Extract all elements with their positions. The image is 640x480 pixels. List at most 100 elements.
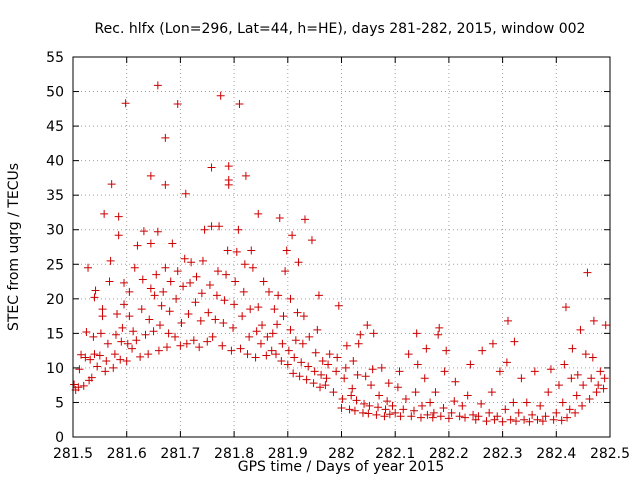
y-tick-label: 20 bbox=[46, 292, 64, 308]
data-point bbox=[420, 374, 429, 383]
ticks-layer bbox=[72, 56, 611, 438]
data-point bbox=[488, 339, 497, 348]
data-point bbox=[517, 374, 526, 383]
data-point bbox=[338, 395, 347, 403]
data-point bbox=[274, 291, 283, 300]
data-point bbox=[103, 339, 112, 348]
data-point bbox=[514, 408, 523, 417]
data-point bbox=[333, 353, 342, 362]
data-point bbox=[578, 401, 587, 410]
data-point bbox=[374, 403, 383, 412]
data-point bbox=[98, 305, 107, 314]
data-point bbox=[141, 330, 150, 339]
data-point bbox=[159, 287, 168, 296]
data-point bbox=[263, 332, 272, 341]
data-point bbox=[337, 403, 346, 412]
data-point bbox=[222, 270, 231, 279]
data-point bbox=[113, 310, 122, 319]
data-point bbox=[458, 401, 467, 410]
data-point bbox=[238, 312, 247, 321]
y-tick-label: 40 bbox=[46, 154, 64, 170]
data-point bbox=[236, 344, 245, 353]
data-point bbox=[589, 316, 598, 325]
data-point bbox=[191, 298, 200, 307]
data-point bbox=[332, 367, 341, 376]
x-tick-label: 281.9 bbox=[268, 446, 308, 462]
data-point bbox=[77, 350, 86, 359]
data-point bbox=[164, 329, 173, 338]
data-point bbox=[195, 343, 204, 352]
chart-title: Rec. hlfx (Lon=296, Lat=44, h=HE), days … bbox=[95, 21, 586, 37]
data-point bbox=[109, 363, 118, 372]
data-point bbox=[401, 395, 410, 403]
data-point bbox=[291, 336, 300, 345]
data-point bbox=[563, 413, 572, 422]
data-point bbox=[254, 303, 263, 312]
data-point bbox=[75, 365, 84, 374]
data-point bbox=[144, 350, 153, 359]
data-point bbox=[146, 284, 155, 293]
data-point bbox=[106, 256, 115, 265]
data-point bbox=[230, 300, 239, 309]
data-point bbox=[360, 399, 369, 408]
data-point bbox=[187, 258, 196, 267]
data-point bbox=[223, 246, 232, 255]
data-point bbox=[79, 381, 88, 390]
data-point bbox=[451, 377, 460, 386]
data-point bbox=[469, 410, 478, 419]
data-point bbox=[583, 268, 592, 277]
data-point bbox=[506, 415, 515, 424]
y-tick-label: 10 bbox=[46, 361, 64, 377]
x-tick-label: 282 bbox=[328, 446, 355, 462]
x-tick-label: 281.8 bbox=[214, 446, 254, 462]
data-point bbox=[198, 256, 207, 265]
data-point bbox=[442, 346, 451, 355]
data-point bbox=[101, 367, 110, 376]
data-point bbox=[146, 171, 155, 180]
data-point bbox=[324, 360, 333, 369]
data-point bbox=[418, 401, 427, 410]
data-point bbox=[391, 408, 400, 417]
data-point bbox=[385, 410, 394, 419]
data-point bbox=[304, 362, 313, 371]
data-point bbox=[165, 307, 174, 316]
data-point bbox=[493, 412, 502, 421]
data-point bbox=[229, 323, 238, 332]
data-point bbox=[393, 383, 402, 392]
data-point bbox=[265, 287, 274, 296]
data-point bbox=[117, 337, 126, 346]
data-point bbox=[220, 296, 229, 305]
data-point bbox=[90, 350, 99, 359]
data-point bbox=[102, 357, 111, 365]
data-point bbox=[509, 398, 518, 407]
y-tick-label: 45 bbox=[46, 119, 64, 135]
data-point bbox=[503, 316, 512, 325]
data-point bbox=[145, 315, 154, 324]
data-point bbox=[353, 370, 362, 379]
data-point bbox=[377, 363, 386, 372]
data-point bbox=[293, 308, 302, 317]
data-point bbox=[383, 397, 392, 406]
data-point bbox=[254, 209, 263, 218]
data-point bbox=[118, 323, 127, 332]
data-point bbox=[340, 374, 349, 383]
data-point bbox=[212, 291, 221, 300]
data-point bbox=[121, 99, 130, 108]
data-point bbox=[207, 222, 216, 231]
data-point bbox=[561, 303, 570, 312]
data-point bbox=[224, 175, 233, 184]
data-point bbox=[181, 189, 190, 198]
data-point bbox=[461, 413, 470, 422]
data-point bbox=[412, 329, 421, 338]
data-point bbox=[166, 277, 175, 286]
data-point bbox=[133, 241, 142, 250]
data-point bbox=[349, 357, 358, 365]
data-point bbox=[502, 358, 511, 367]
data-point bbox=[172, 294, 181, 303]
data-point bbox=[125, 312, 134, 321]
data-point bbox=[572, 391, 581, 400]
data-point bbox=[422, 344, 431, 353]
data-point bbox=[128, 344, 137, 353]
data-point bbox=[239, 287, 248, 296]
